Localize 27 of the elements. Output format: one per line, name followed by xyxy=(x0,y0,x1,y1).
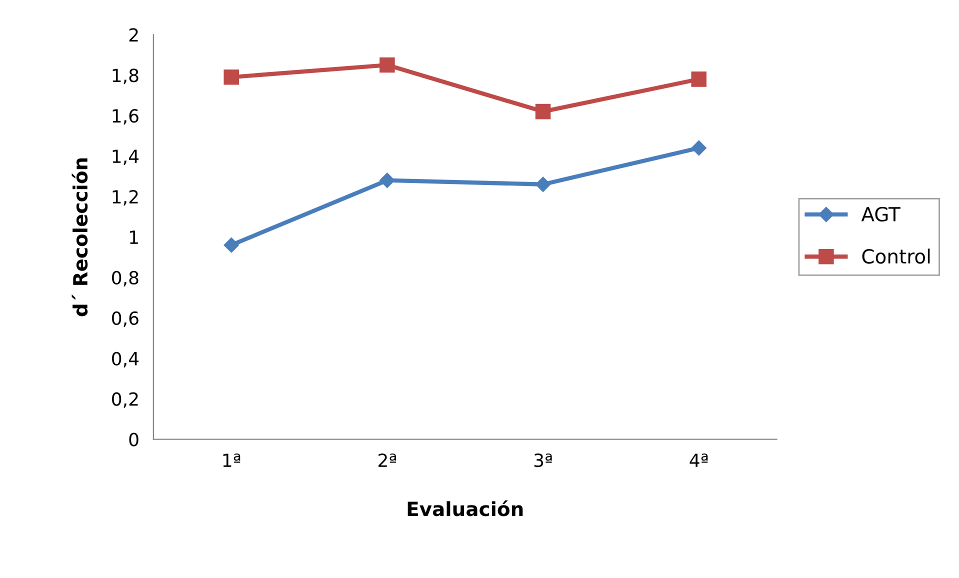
legend-label: AGT xyxy=(861,206,900,222)
y-tick-label: 1,6 xyxy=(112,109,138,125)
y-tick-label: 0 xyxy=(129,432,138,446)
point xyxy=(691,140,706,156)
y-tick-label: 1,4 xyxy=(112,150,139,166)
point xyxy=(380,57,395,73)
point xyxy=(535,104,551,120)
y-tick-label: 0,6 xyxy=(112,311,138,327)
y-tick-label: 1,2 xyxy=(112,190,138,206)
y-tick-label: 0,2 xyxy=(112,392,138,408)
y-tick-label: 2 xyxy=(129,28,138,42)
y-tick-label: 1 xyxy=(130,230,138,244)
point xyxy=(691,72,707,87)
y-tick-label: 0,8 xyxy=(112,270,138,286)
x-axis-title: Evaluación xyxy=(408,500,523,516)
point xyxy=(380,172,395,188)
legend-label: Control xyxy=(862,248,930,264)
x-tick-label: 4ª xyxy=(690,453,708,467)
point xyxy=(224,70,239,85)
point xyxy=(535,176,551,192)
x-tick-label: 2ª xyxy=(378,453,396,467)
y-axis-title: d´ Recolección xyxy=(72,158,88,316)
x-tick-label: 1ª xyxy=(223,453,240,467)
x-tick-label: 3ª xyxy=(534,453,552,468)
y-tick-label: 1,8 xyxy=(112,68,138,84)
point xyxy=(224,238,239,253)
y-tick-label: 0,4 xyxy=(112,352,139,368)
